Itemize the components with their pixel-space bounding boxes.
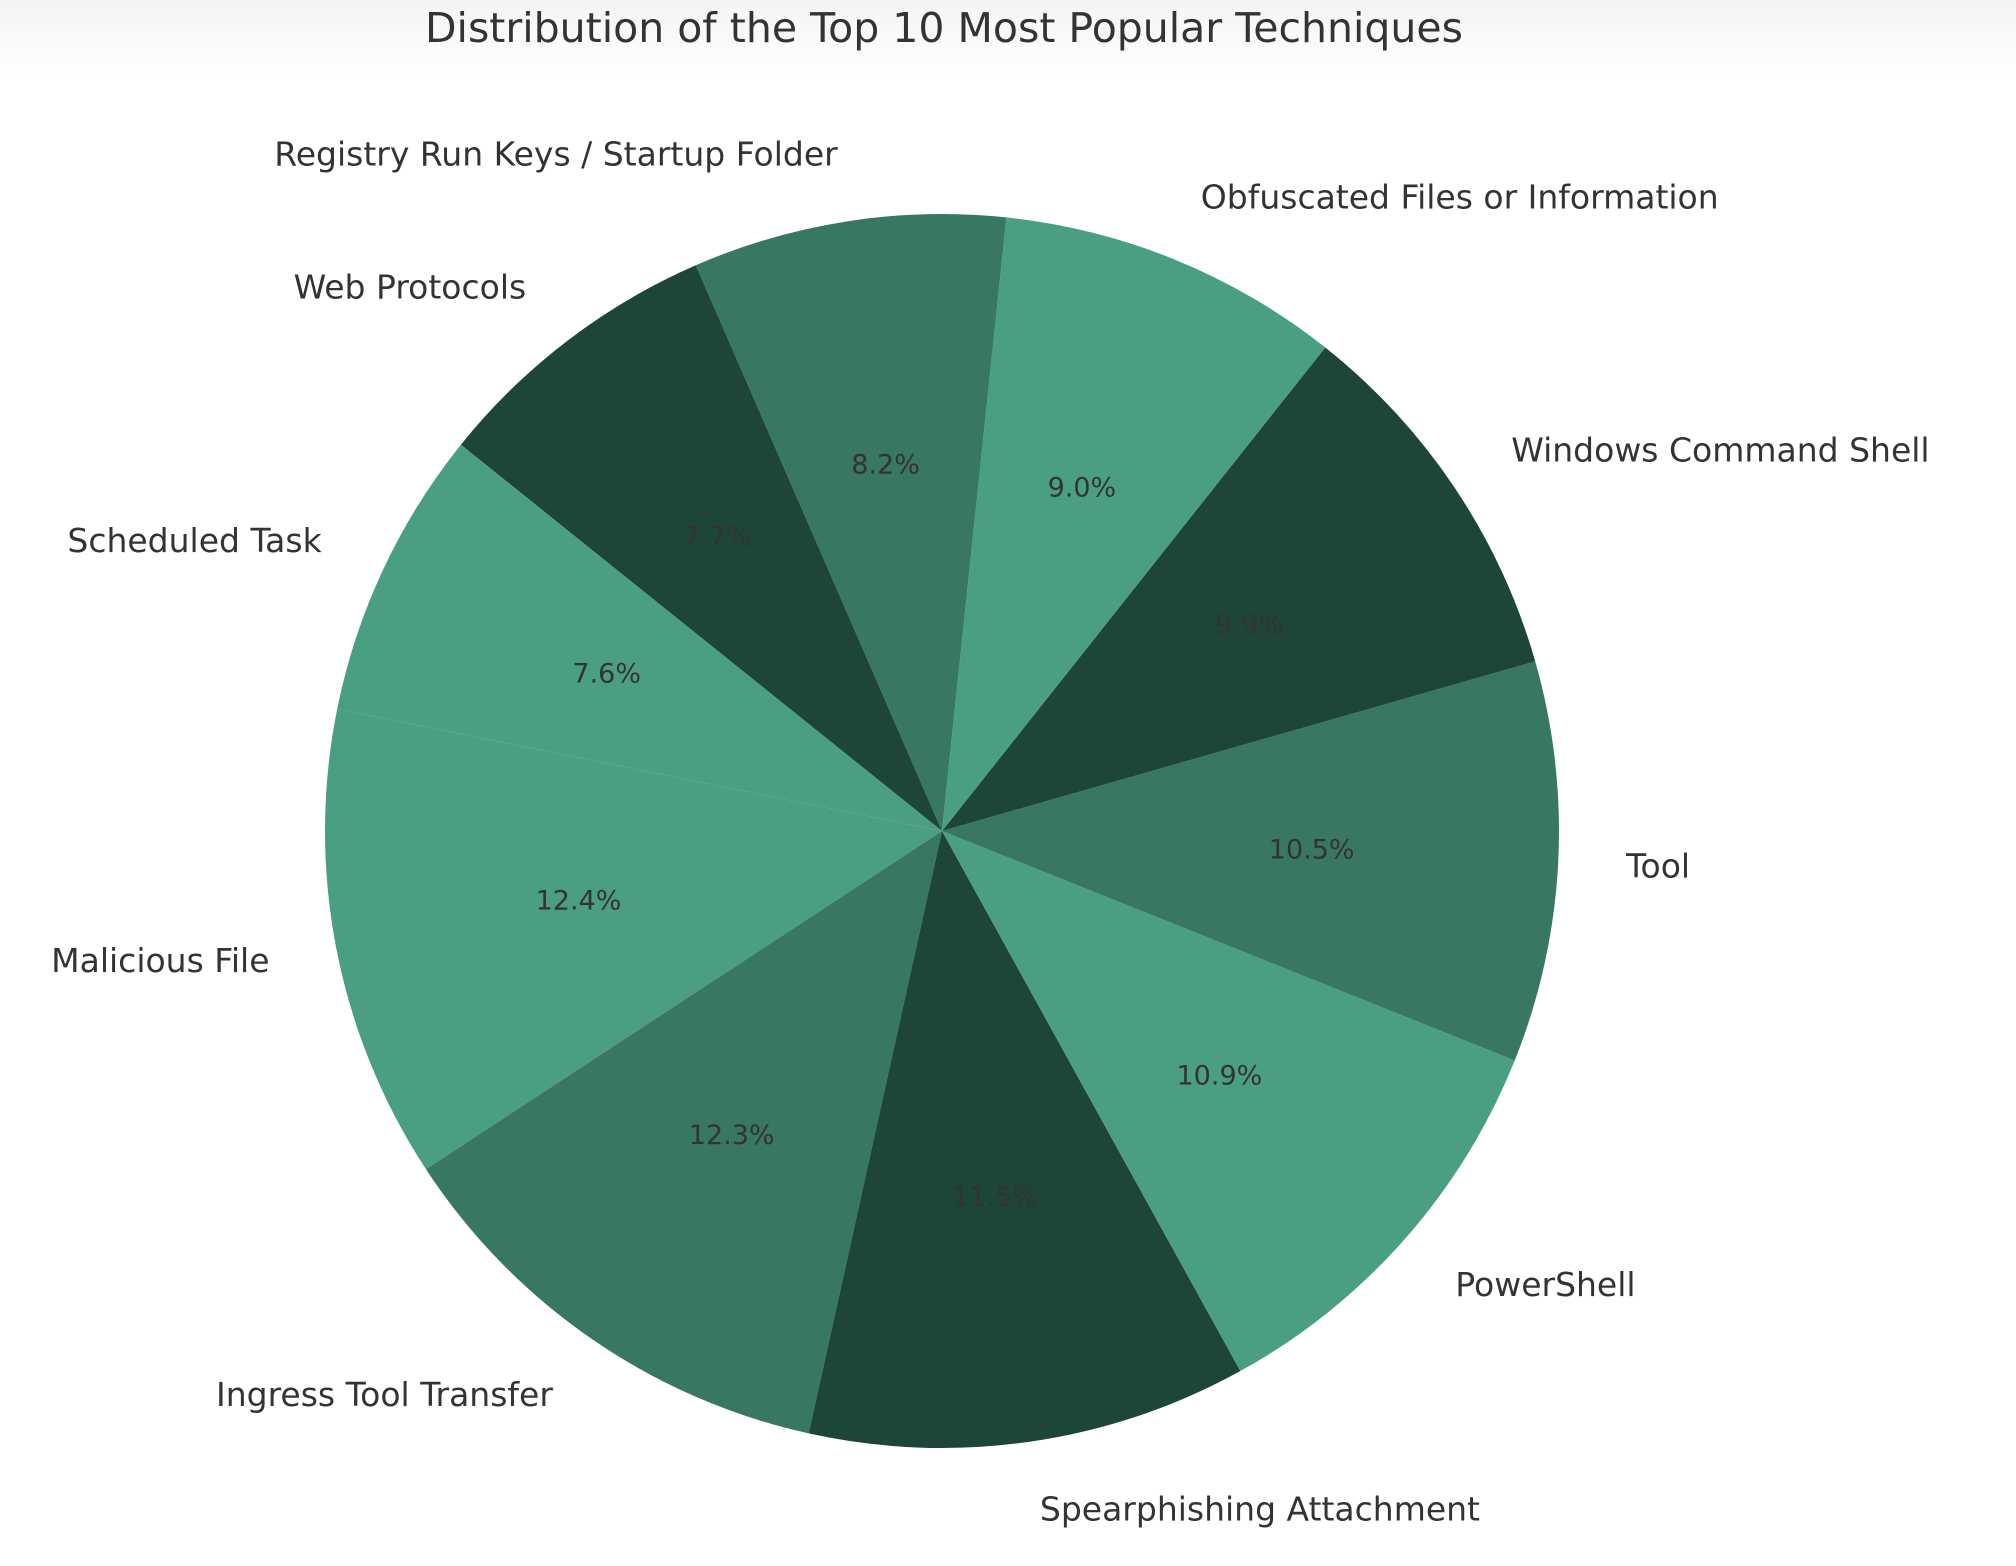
slice-category-label: Web Protocols (294, 267, 527, 306)
slice-percent-label: 10.5% (1269, 835, 1355, 866)
title-background (0, 0, 2016, 78)
slice-category-label: Scheduled Task (67, 521, 322, 560)
slice-category-label: Obfuscated Files or Information (1201, 177, 1719, 216)
slice-percent-label: 9.0% (1048, 473, 1117, 504)
slice-category-label: Ingress Tool Transfer (216, 1375, 553, 1414)
slice-percent-label: 7.7% (683, 521, 752, 552)
pie-slice (942, 831, 1515, 1372)
slice-category-label: Registry Run Keys / Startup Folder (274, 135, 838, 174)
slice-percent-label: 10.9% (1177, 1061, 1263, 1092)
pie-slice (942, 347, 1536, 831)
slice-category-label: PowerShell (1455, 1265, 1635, 1304)
slice-category-label: Malicious File (51, 941, 269, 980)
pie-slice (942, 661, 1560, 1061)
pie-slice (337, 444, 942, 831)
slice-category-label: Windows Command Shell (1511, 431, 1929, 470)
pie-slice (460, 265, 942, 831)
slice-percent-label: 11.5% (952, 1182, 1038, 1213)
slice-percent-label: 8.2% (851, 450, 920, 481)
pie-slice (695, 214, 1007, 832)
chart-title: Distribution of the Top 10 Most Popular … (424, 4, 1463, 52)
slice-category-label: Tool (1625, 847, 1690, 886)
slice-percent-label: 12.3% (689, 1120, 775, 1151)
slice-percent-label: 12.4% (536, 886, 622, 917)
slice-percent-label: 7.6% (572, 659, 641, 690)
pie-slice (942, 217, 1326, 831)
pie-slice (425, 831, 942, 1434)
slice-category-label: Spearphishing Attachment (1040, 1489, 1480, 1528)
slice-percent-label: 9.9% (1215, 610, 1284, 641)
pie-slice (324, 709, 942, 1170)
pie-slice (808, 831, 1241, 1448)
